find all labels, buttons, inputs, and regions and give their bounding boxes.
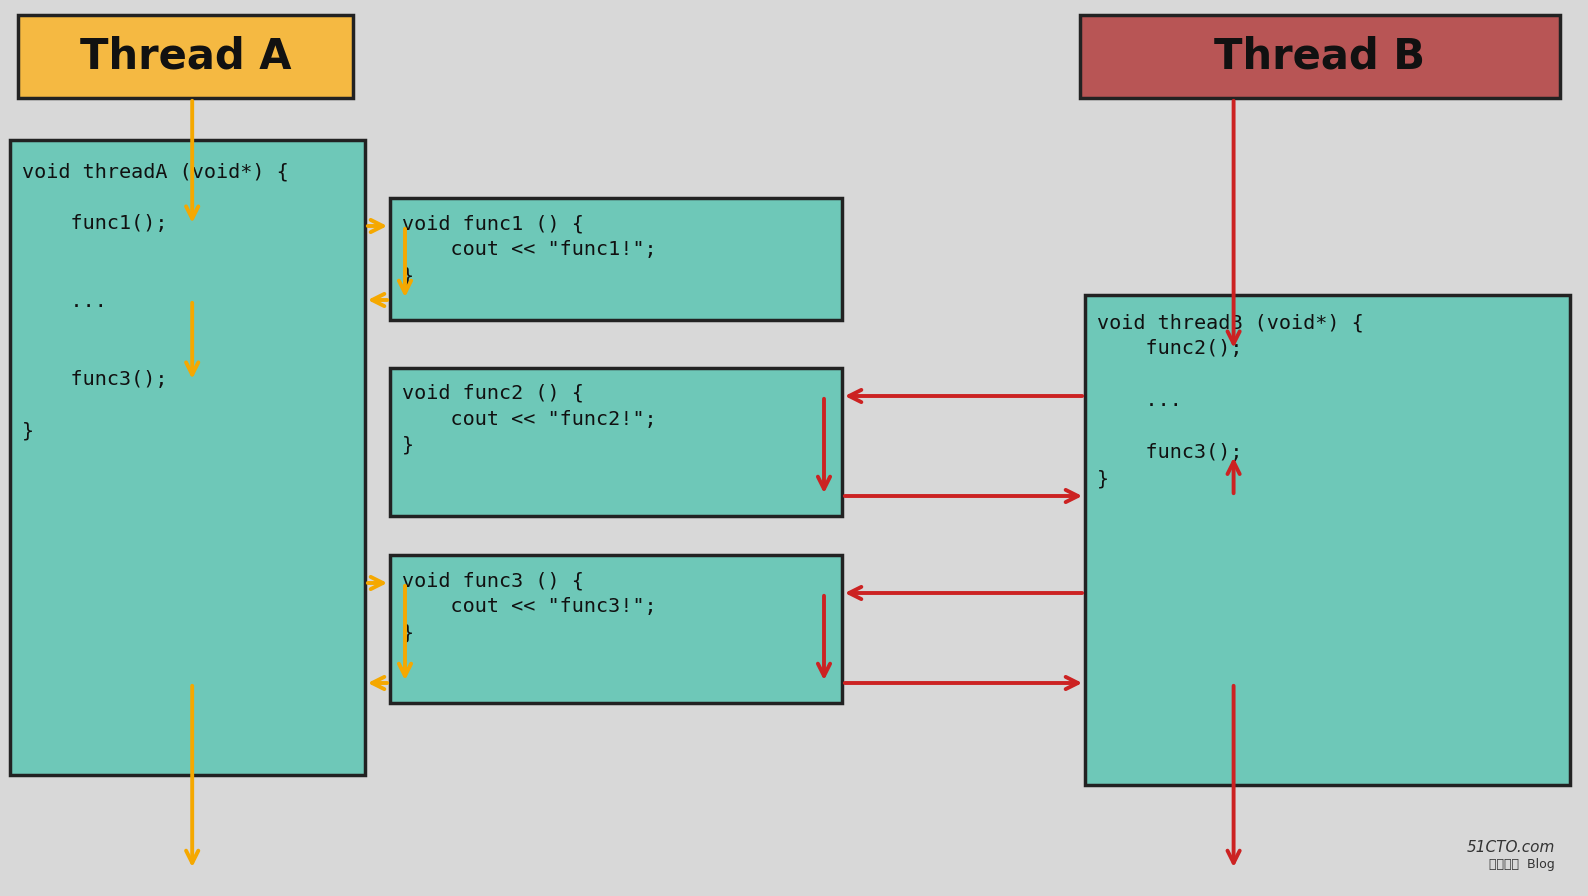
Text: ...: ... <box>1097 391 1181 410</box>
Text: }: } <box>402 266 414 285</box>
Text: cout << "func3!";: cout << "func3!"; <box>402 597 656 616</box>
Text: }: } <box>22 422 33 441</box>
Text: }: } <box>402 623 414 642</box>
Text: func1();: func1(); <box>22 214 167 233</box>
Text: }: } <box>402 436 414 455</box>
Bar <box>391 555 842 703</box>
Bar <box>17 15 353 98</box>
Text: 51CTO.com: 51CTO.com <box>1467 840 1555 855</box>
Bar <box>391 368 842 516</box>
Bar <box>1080 15 1559 98</box>
Text: func3();: func3(); <box>22 370 167 389</box>
Text: void threadA (void*) {: void threadA (void*) { <box>22 162 289 181</box>
Text: void func1 () {: void func1 () { <box>402 214 584 233</box>
Text: Thread A: Thread A <box>79 36 291 77</box>
Bar <box>10 140 365 775</box>
Bar <box>391 198 842 320</box>
Bar <box>1085 295 1571 785</box>
Text: void func2 () {: void func2 () { <box>402 384 584 403</box>
Text: cout << "func2!";: cout << "func2!"; <box>402 410 656 429</box>
Text: ...: ... <box>22 292 106 311</box>
Text: Thread B: Thread B <box>1215 36 1426 77</box>
Text: }: } <box>1097 469 1108 488</box>
Text: func3();: func3(); <box>1097 443 1242 462</box>
Text: void func3 () {: void func3 () { <box>402 571 584 590</box>
Text: void threadB (void*) {: void threadB (void*) { <box>1097 313 1364 332</box>
Text: 技术博客  Blog: 技术博客 Blog <box>1490 858 1555 871</box>
Text: cout << "func1!";: cout << "func1!"; <box>402 240 656 259</box>
Text: func2();: func2(); <box>1097 339 1242 358</box>
